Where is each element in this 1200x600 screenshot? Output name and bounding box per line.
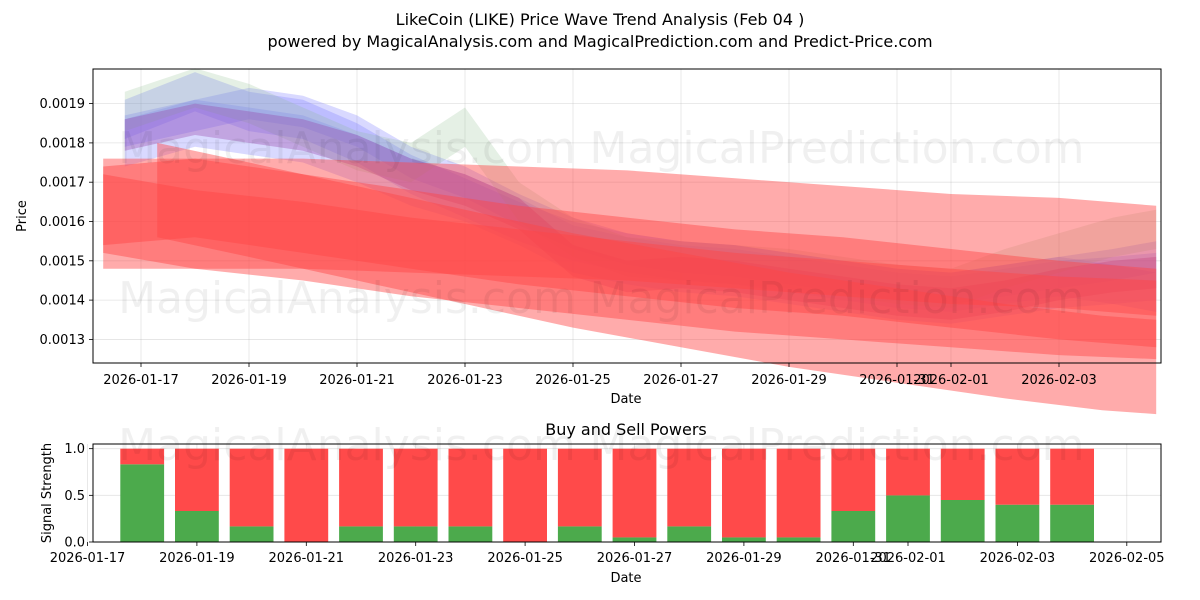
sell-bar [503, 448, 547, 542]
buy-bar [448, 526, 493, 542]
buy-bar [831, 510, 876, 542]
chart-title: LikeCoin (LIKE) Price Wave Trend Analysi… [396, 10, 805, 29]
wave-band-blue-1 [124, 72, 1157, 312]
sell-bar [120, 448, 165, 465]
buy-bar [776, 537, 821, 542]
sell-bar [667, 448, 712, 527]
bottom-y-tick-label: 1.0 [64, 442, 85, 457]
watermark-top-left: MagicalAnalysis.com [118, 123, 576, 174]
bottom-y-tick-label: 0.0 [64, 536, 85, 551]
buy-bar [1050, 504, 1094, 542]
bottom-x-tick-label: 2026-01-19 [159, 551, 235, 566]
wave-band-red-6 [103, 158, 1157, 316]
sell-bar [940, 448, 985, 500]
top-y-tick-label: 0.0019 [40, 97, 86, 112]
wave-band-red-9 [103, 174, 1157, 360]
sell-bar [722, 448, 766, 538]
watermark-top-right: MagicalPrediction.com [590, 123, 1085, 174]
top-y-tick-label: 0.0017 [40, 176, 86, 191]
bottom-x-tick-label: 2026-01-17 [50, 551, 126, 566]
top-x-tick-label: 2026-01-31 [859, 373, 935, 388]
buy-bar [722, 537, 766, 542]
wave-band-red-8 [157, 142, 1157, 415]
sell-bar [776, 448, 821, 538]
top-x-tick-label: 2026-01-21 [319, 373, 395, 388]
chart-subtitle: powered by MagicalAnalysis.com and Magic… [267, 32, 932, 51]
price-wave-bands [103, 68, 1157, 415]
bottom-y-axis-label: Signal Strength [40, 443, 55, 543]
bottom-plot-frame [92, 443, 1162, 543]
sell-bar [831, 448, 876, 511]
sell-bar [1050, 448, 1094, 505]
signal-bars [120, 448, 1094, 542]
buy-bar [229, 526, 274, 542]
watermark-mid-right: MagicalPrediction.com [590, 273, 1085, 324]
wave-band-blue-2 [124, 87, 1157, 305]
buy-bar [339, 526, 383, 542]
bottom-x-axis-label: Date [610, 571, 641, 586]
buy-bar [940, 500, 985, 542]
top-x-axis-label: Date [610, 392, 641, 407]
buy-bar [667, 526, 712, 542]
top-y-tick-label: 0.0016 [40, 215, 86, 230]
sell-bar [339, 448, 383, 527]
top-y-tick-label: 0.0014 [40, 294, 86, 309]
sell-bar [557, 448, 602, 527]
bottom-x-tick-label: 2026-01-23 [378, 551, 454, 566]
bottom-chart-title: Buy and Sell Powers [545, 420, 707, 439]
buy-bar [557, 526, 602, 542]
buy-bar [393, 526, 438, 542]
top-x-tick-label: 2026-01-27 [643, 373, 719, 388]
top-y-tick-label: 0.0018 [40, 136, 86, 151]
bottom-ticks: 2026-01-17 2026-01-19 2026-01-21 2026-01-23… [50, 442, 1165, 566]
buy-bar [120, 464, 165, 542]
bottom-x-tick-label: 2026-02-05 [1089, 551, 1165, 566]
top-x-tick-label: 2026-01-17 [103, 373, 179, 388]
bottom-x-tick-label: 2026-01-29 [706, 551, 782, 566]
sell-bar [175, 448, 219, 511]
top-x-tick-label: 2026-02-03 [1021, 373, 1097, 388]
wave-band-blue-3 [124, 99, 1157, 324]
top-x-tick-label: 2026-01-29 [751, 373, 827, 388]
buy-bar [175, 510, 219, 542]
sell-bar [612, 448, 657, 538]
bottom-x-tick-label: 2026-01-27 [597, 551, 673, 566]
top-x-tick-label: 2026-01-23 [427, 373, 503, 388]
wave-band-red-7 [103, 158, 1157, 348]
bottom-y-tick-label: 0.5 [64, 489, 85, 504]
wave-band-green-4 [124, 68, 1157, 308]
bottom-x-tick-label: 2026-02-03 [980, 551, 1056, 566]
sell-bar [448, 448, 493, 527]
buy-bar [612, 537, 657, 542]
top-x-tick-label: 2026-01-25 [535, 373, 611, 388]
top-ticks: 2026-01-17 2026-01-19 2026-01-21 2026-01-23… [40, 97, 1097, 388]
bottom-x-tick-label: 2026-01-31 [816, 551, 892, 566]
buy-bar [995, 504, 1040, 542]
bottom-x-tick-label: 2026-02-01 [870, 551, 946, 566]
sell-bar [393, 448, 438, 527]
top-x-tick-label: 2026-02-01 [913, 373, 989, 388]
watermark-bottom-right: MagicalPrediction.com [590, 420, 1085, 471]
sell-bar [995, 448, 1040, 505]
wave-band-purple-5 [124, 103, 1157, 320]
buy-bar [886, 495, 930, 542]
sell-bar [284, 448, 329, 542]
top-y-axis-label: Price [15, 200, 30, 232]
sell-bar [229, 448, 274, 527]
sell-bar [886, 448, 930, 496]
bottom-x-tick-label: 2026-01-21 [269, 551, 345, 566]
bottom-x-tick-label: 2026-01-25 [487, 551, 563, 566]
watermark-bottom-left: MagicalAnalysis.com [118, 420, 576, 471]
top-x-tick-label: 2026-01-19 [211, 373, 287, 388]
top-y-tick-label: 0.0013 [40, 333, 86, 348]
top-grid [93, 69, 1161, 363]
top-y-tick-label: 0.0015 [40, 254, 86, 269]
watermark-mid-left: MagicalAnalysis.com [118, 273, 576, 324]
top-plot-frame [92, 68, 1162, 364]
